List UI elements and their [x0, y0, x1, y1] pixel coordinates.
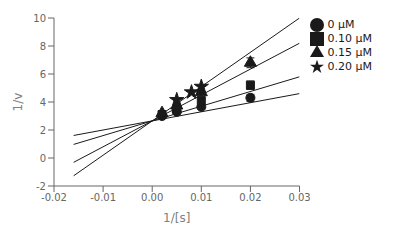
svg-text:4: 4: [40, 97, 46, 108]
svg-text:0.02: 0.02: [239, 192, 261, 203]
html-text:0.20 μM: 0.20 μM: [327, 60, 372, 73]
svg-text:0.00: 0.00: [141, 192, 163, 203]
html-text:0 μM: 0 μM: [327, 18, 355, 31]
svg-text:-0.02: -0.02: [41, 192, 67, 203]
svg-text:1/v: 1/v: [11, 93, 25, 112]
svg-text:10: 10: [33, 13, 46, 24]
svg-text:-2: -2: [36, 181, 46, 192]
svg-text:0: 0: [40, 153, 46, 164]
svg-text:1/[s]: 1/[s]: [163, 211, 190, 225]
html-text:0.10 μM: 0.10 μM: [327, 32, 372, 45]
svg-text:0.01: 0.01: [190, 192, 212, 203]
html-text:0.15 μM: 0.15 μM: [327, 46, 372, 59]
svg-text:-0.01: -0.01: [90, 192, 116, 203]
svg-text:0.03: 0.03: [288, 192, 310, 203]
svg-text:2: 2: [40, 125, 46, 136]
svg-text:6: 6: [40, 69, 46, 80]
svg-text:8: 8: [40, 41, 46, 52]
